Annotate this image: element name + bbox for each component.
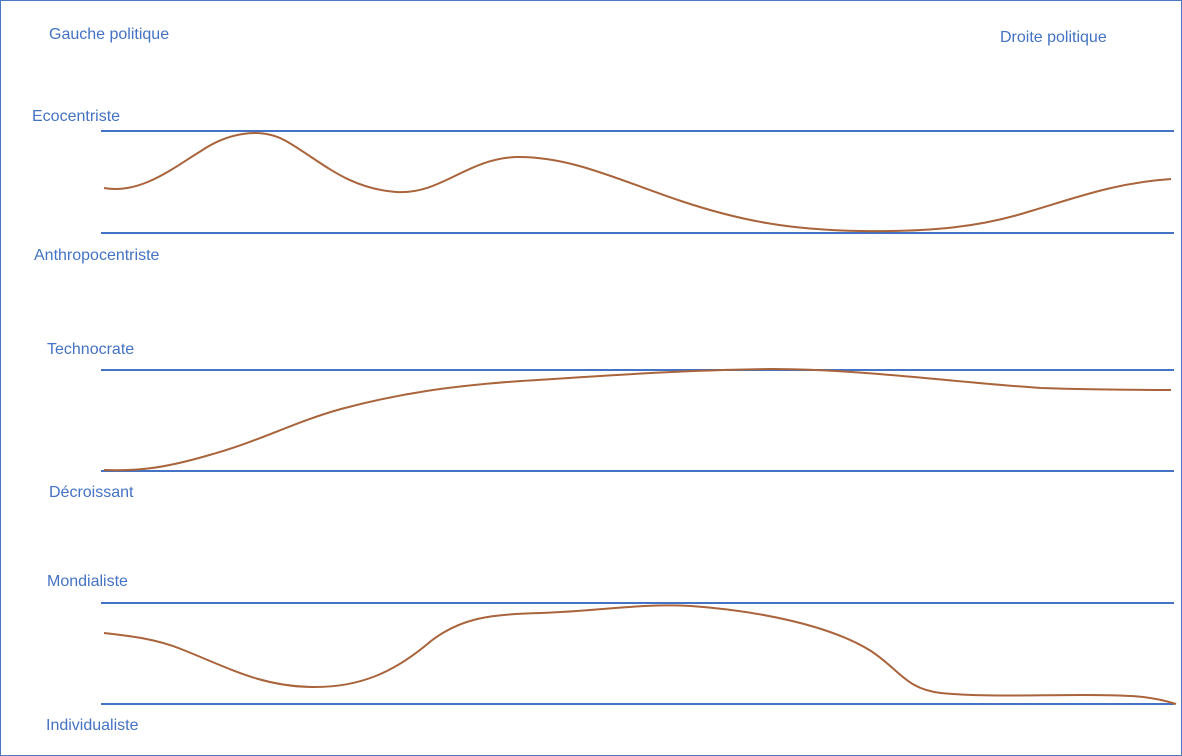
- right-political-label: Droite politique: [1000, 29, 1107, 46]
- scale-3-top-label: Mondialiste: [47, 573, 128, 590]
- scale-2-top-label: Technocrate: [47, 341, 135, 358]
- scale-2-bottom-label: Décroissant: [49, 484, 134, 501]
- scale-2-curve: [103, 367, 1172, 472]
- scale-1-top-label: Ecocentriste: [32, 108, 121, 125]
- scale-3-bottom-label: Individualiste: [46, 717, 139, 734]
- scale-1-curve: [103, 132, 1172, 233]
- left-political-label: Gauche politique: [49, 26, 170, 43]
- scale-1-bottom-label: Anthropocentriste: [34, 247, 160, 264]
- scale-3-curve: [103, 604, 1177, 705]
